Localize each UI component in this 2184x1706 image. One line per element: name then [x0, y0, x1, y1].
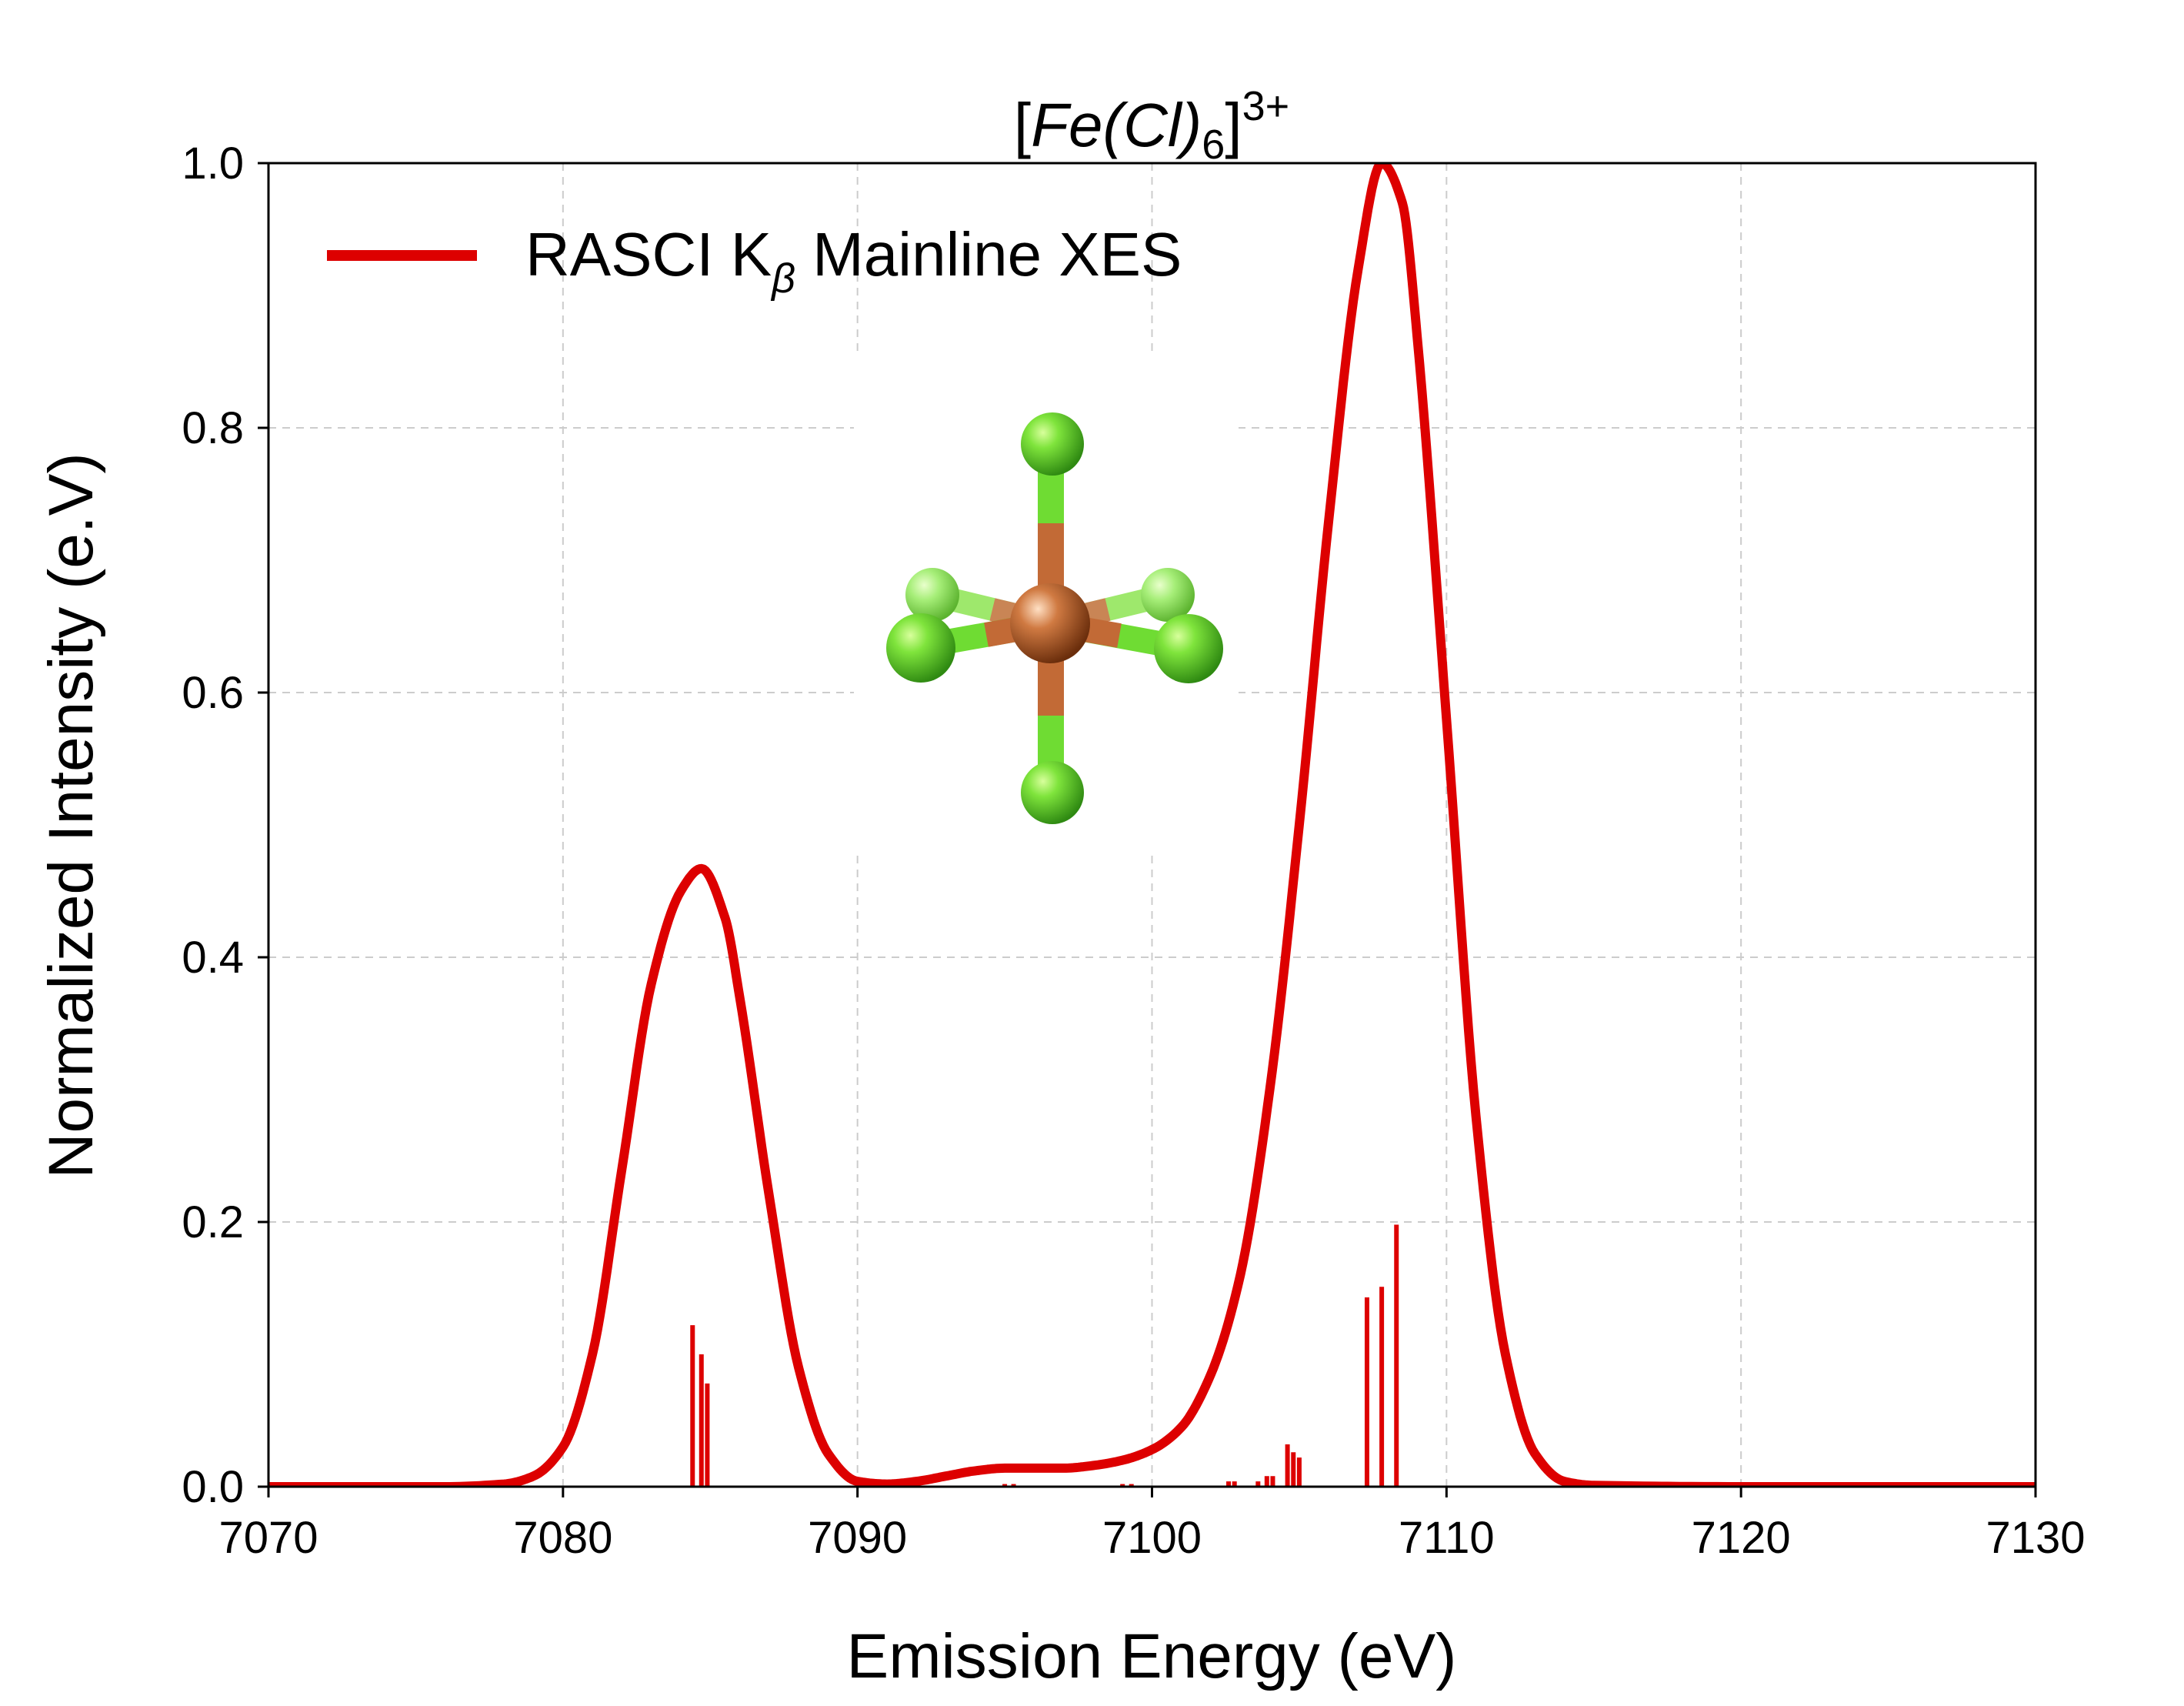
- legend-label: RASCI Kβ Mainline XES: [525, 220, 1182, 302]
- x-tick-label: 7070: [218, 1513, 318, 1563]
- x-axis-label: Emission Energy (eV): [847, 1621, 1457, 1691]
- fe-atom: [1010, 583, 1090, 663]
- cl-atom-back-left: [905, 568, 959, 622]
- spectrum-curve: [268, 163, 2036, 1487]
- x-axis-ticks: 7070 7080 7090 7100 7110 7120 7130: [218, 1487, 2086, 1563]
- y-tick-label: 1.0: [182, 139, 244, 189]
- x-tick-label: 7120: [1692, 1513, 1791, 1563]
- y-tick-label: 0.2: [182, 1197, 244, 1247]
- x-tick-label: 7090: [808, 1513, 907, 1563]
- y-tick-label: 0.4: [182, 933, 244, 983]
- y-tick-label: 0.6: [182, 668, 244, 718]
- cl-atom-back-right: [1141, 568, 1195, 622]
- y-tick-label: 0.8: [182, 403, 244, 453]
- y-axis-label: Normalized Intensity (e.V): [36, 452, 106, 1178]
- stick-spectrum: [690, 1224, 1399, 1487]
- cl-atom-bottom: [1021, 761, 1084, 824]
- grid-lines: [268, 163, 2036, 1487]
- y-tick-label: 0.0: [182, 1462, 244, 1512]
- cl-atom-top: [1021, 412, 1084, 476]
- legend: RASCI Kβ Mainline XES: [327, 220, 1182, 302]
- spectrum-line: [268, 163, 2036, 1487]
- fecl6-molecule-inset: [854, 354, 1239, 854]
- y-axis-ticks: 0.0 0.2 0.4 0.6 0.8 1.0: [182, 139, 268, 1512]
- x-tick-label: 7080: [513, 1513, 612, 1563]
- cl-atom-front-right: [1154, 614, 1223, 683]
- x-tick-label: 7110: [1399, 1513, 1495, 1563]
- chart-title: [Fe(Cl)6]3+: [1014, 83, 1289, 168]
- x-tick-label: 7100: [1102, 1513, 1202, 1563]
- cl-atom-front-left: [886, 613, 955, 683]
- x-tick-label: 7130: [1986, 1513, 2085, 1563]
